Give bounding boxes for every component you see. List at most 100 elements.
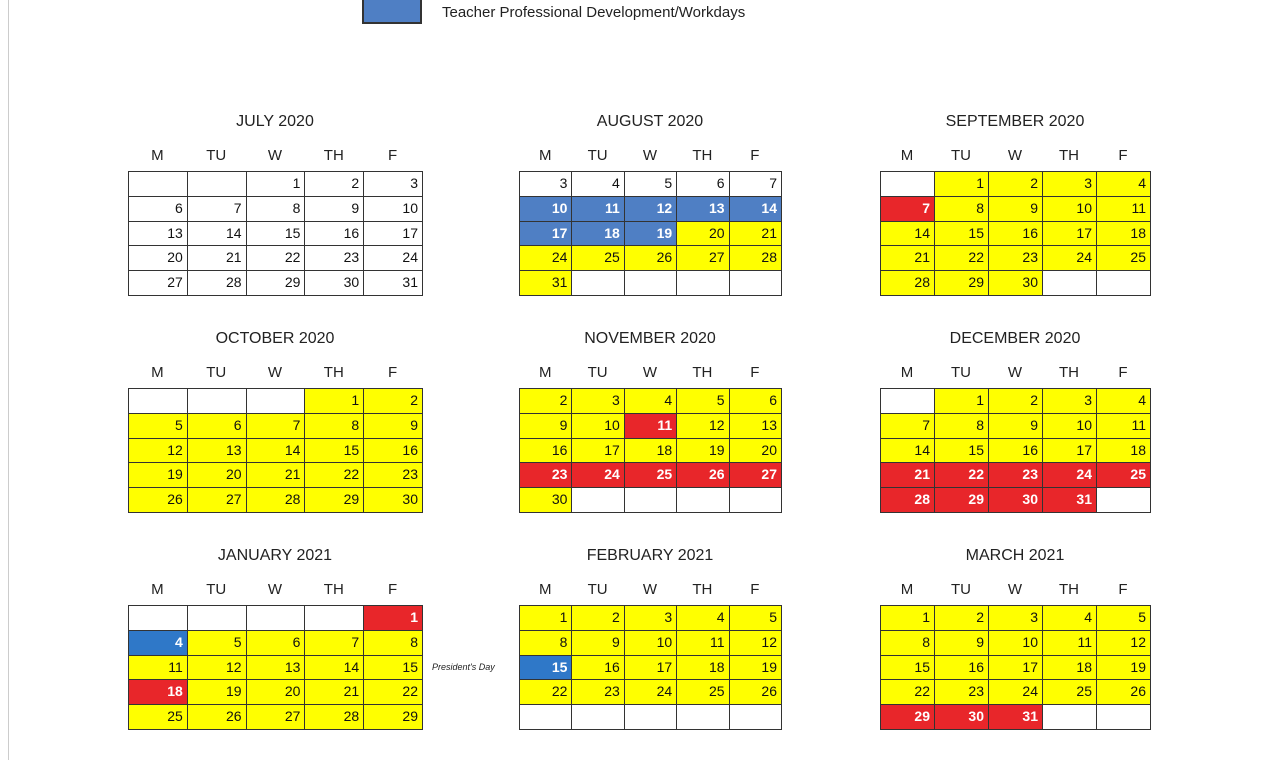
day-cell: 30 [934,704,989,730]
day-cell: 9 [519,412,573,439]
day-cell: 28 [304,704,365,730]
day-cell [186,388,247,414]
day-cell: 20 [186,462,247,489]
day-cell [676,704,730,730]
day-cell: 1 [934,171,989,197]
day-cell: 29 [934,270,989,296]
day-cell: 30 [304,270,365,296]
day-cell: 3 [1042,171,1097,197]
day-cell: 27 [186,487,247,513]
day-cell: 28 [728,245,782,272]
day-cell: 3 [623,605,678,631]
day-cell: 23 [363,462,423,489]
day-header: M [900,581,914,598]
month-title: AUGUST 2020 [596,113,704,130]
legend-label: Teacher Professional Development/Workday… [442,4,746,21]
day-cell: 22 [880,679,935,706]
day-cell: 22 [934,462,989,489]
day-cell [128,171,188,197]
day-cell: 30 [988,487,1043,513]
day-cell: 24 [571,462,625,489]
day-cell: 26 [1096,679,1151,706]
day-cell: 18 [1042,654,1097,681]
day-header: TH [1059,581,1079,598]
day-cell: 29 [934,487,989,513]
day-cell: 23 [571,679,625,706]
month-title: SEPTEMBER 2020 [945,113,1085,130]
day-header: TU [587,364,608,381]
day-header: W [642,581,658,598]
day-cell: 4 [1042,605,1097,631]
day-header: W [642,364,658,381]
day-cell: 28 [880,270,935,296]
day-cell: 20 [676,220,730,247]
day-cell [676,487,730,513]
day-cell: 13 [245,654,306,681]
day-header: M [151,364,164,381]
day-cell: 13 [128,220,188,247]
day-header: TH [323,581,344,598]
day-cell: 18 [676,654,730,681]
day-cell: 1 [934,388,989,414]
day-header: M [151,147,164,164]
day-cell: 31 [519,270,573,296]
day-cell: 1 [245,171,306,197]
day-cell: 27 [728,462,782,489]
day-cell: 12 [128,437,188,464]
day-cell: 4 [571,171,625,197]
day-cell: 26 [676,462,730,489]
day-cell: 19 [623,220,678,247]
day-cell [728,487,782,513]
day-cell [186,605,247,631]
day-cell: 8 [304,412,365,439]
day-cell: 28 [186,270,247,296]
day-header: TH [323,147,344,164]
day-header: F [1118,147,1128,164]
day-cell: 16 [934,654,989,681]
day-cell: 7 [880,195,935,222]
day-cell: 5 [623,171,678,197]
day-header: F [1118,581,1128,598]
day-cell: 31 [1042,487,1097,513]
day-header: M [900,147,914,164]
day-cell [728,704,782,730]
day-cell: 11 [676,629,730,656]
day-cell: 4 [676,605,730,631]
month-title: JANUARY 2021 [217,547,333,564]
day-header: F [1118,364,1128,381]
day-cell: 25 [623,462,678,489]
day-cell: 9 [363,412,423,439]
day-cell: 11 [1042,629,1097,656]
day-cell [676,270,730,296]
day-cell: 18 [571,220,625,247]
day-cell: 2 [988,171,1043,197]
day-cell: 19 [1096,654,1151,681]
day-cell: 26 [186,704,247,730]
day-cell: 26 [128,487,188,513]
day-cell: 5 [128,412,188,439]
day-cell: 30 [988,270,1043,296]
day-header: TU [587,147,608,164]
day-cell: 8 [245,195,306,222]
day-cell: 5 [728,605,782,631]
day-cell: 16 [519,437,573,464]
day-cell: 28 [245,487,306,513]
day-cell: 12 [1096,629,1151,656]
day-cell: 20 [128,245,188,272]
day-cell: 29 [363,704,423,730]
day-cell: 8 [934,195,989,222]
day-cell: 23 [988,462,1043,489]
day-cell [128,605,188,631]
day-cell: 8 [880,629,935,656]
day-cell: 21 [880,462,935,489]
day-cell: 26 [728,679,782,706]
day-cell: 22 [934,245,989,272]
day-cell: 10 [623,629,678,656]
day-header: W [267,581,283,598]
day-header: F [388,364,398,381]
annotation: President's Day [432,661,495,672]
day-cell: 9 [304,195,365,222]
day-cell: 25 [676,679,730,706]
day-cell: 15 [934,220,989,247]
